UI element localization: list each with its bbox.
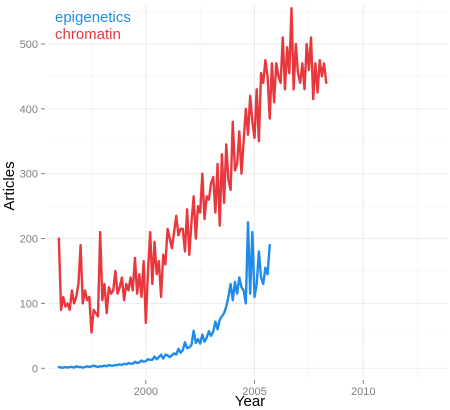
x-tick-label: 2000 bbox=[134, 386, 158, 398]
legend-label-chromatin: chromatin bbox=[55, 26, 121, 43]
y-axis-ticks: 0 100 200 300 400 500 bbox=[20, 39, 45, 375]
series-line-epigenetics bbox=[57, 221, 271, 369]
legend: epigenetics chromatin bbox=[55, 9, 131, 43]
series-lines bbox=[57, 7, 328, 369]
series-line-chromatin bbox=[57, 7, 328, 334]
x-tick-label: 2010 bbox=[351, 386, 375, 398]
legend-label-epigenetics: epigenetics bbox=[55, 9, 131, 26]
y-tick-label: 300 bbox=[20, 169, 38, 181]
y-tick-label: 400 bbox=[20, 104, 38, 116]
y-tick-label: 100 bbox=[20, 298, 38, 310]
x-axis-title: Year bbox=[235, 393, 265, 410]
y-tick-label: 0 bbox=[32, 363, 38, 375]
x-tick-label: 2005 bbox=[242, 386, 266, 398]
y-tick-label: 500 bbox=[20, 39, 38, 51]
grid bbox=[48, 5, 448, 378]
y-axis-title: Articles bbox=[1, 161, 18, 210]
x-axis-ticks: 2000 2005 2010 bbox=[134, 380, 375, 398]
y-tick-label: 200 bbox=[20, 234, 38, 246]
